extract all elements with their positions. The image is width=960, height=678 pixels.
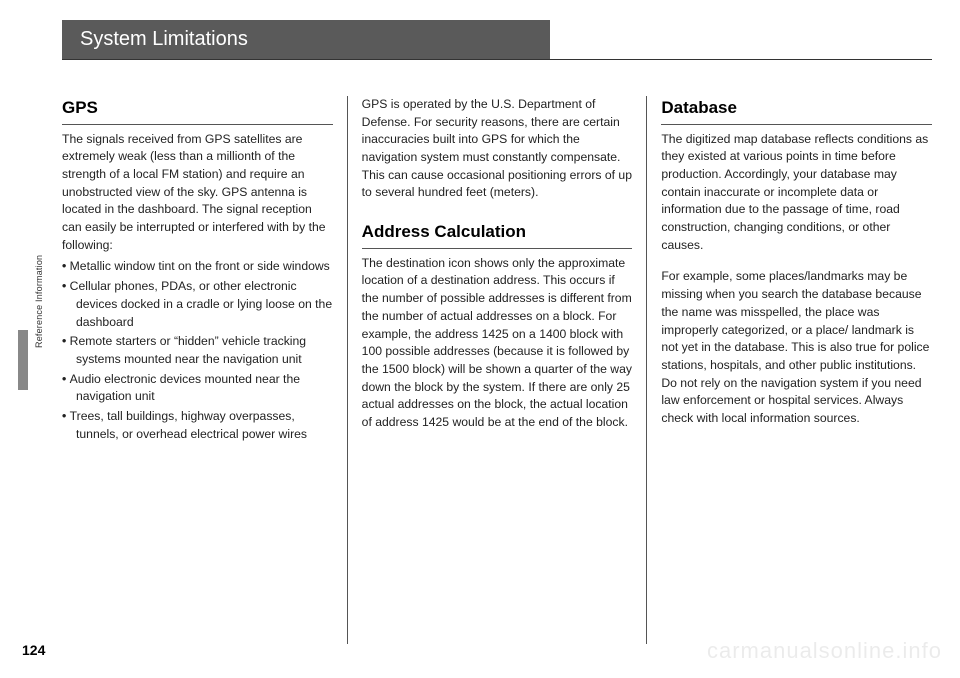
paragraph-database-1: The digitized map database reflects cond… (661, 131, 932, 255)
list-item: Trees, tall buildings, highway overpasse… (62, 408, 333, 443)
page-number: 124 (22, 642, 45, 658)
content-columns: GPS The signals received from GPS satell… (62, 96, 932, 644)
column-3: Database The digitized map database refl… (646, 96, 932, 644)
paragraph-gps-intro: The signals received from GPS satellites… (62, 131, 333, 255)
column-2: GPS is operated by the U.S. Department o… (347, 96, 647, 644)
chapter-title: System Limitations (62, 20, 550, 59)
heading-address-calc: Address Calculation (362, 220, 633, 249)
side-tab (18, 330, 28, 390)
watermark: carmanualsonline.info (707, 638, 942, 664)
list-item: Remote starters or “hidden” vehicle trac… (62, 333, 333, 368)
list-item: Cellular phones, PDAs, or other electron… (62, 278, 333, 331)
column-1: GPS The signals received from GPS satell… (62, 96, 347, 644)
heading-database: Database (661, 96, 932, 125)
list-item: Audio electronic devices mounted near th… (62, 371, 333, 406)
side-label: Reference Information (34, 255, 44, 348)
paragraph-database-2: For example, some places/landmarks may b… (661, 268, 932, 427)
header-rule (62, 59, 932, 60)
heading-gps: GPS (62, 96, 333, 125)
list-item: Metallic window tint on the front or sid… (62, 258, 333, 276)
paragraph-address-calc: The destination icon shows only the appr… (362, 255, 633, 432)
paragraph-gps-defense: GPS is operated by the U.S. Department o… (362, 96, 633, 202)
gps-interference-list: Metallic window tint on the front or sid… (62, 258, 333, 443)
page-container: System Limitations Reference Information… (0, 0, 960, 678)
